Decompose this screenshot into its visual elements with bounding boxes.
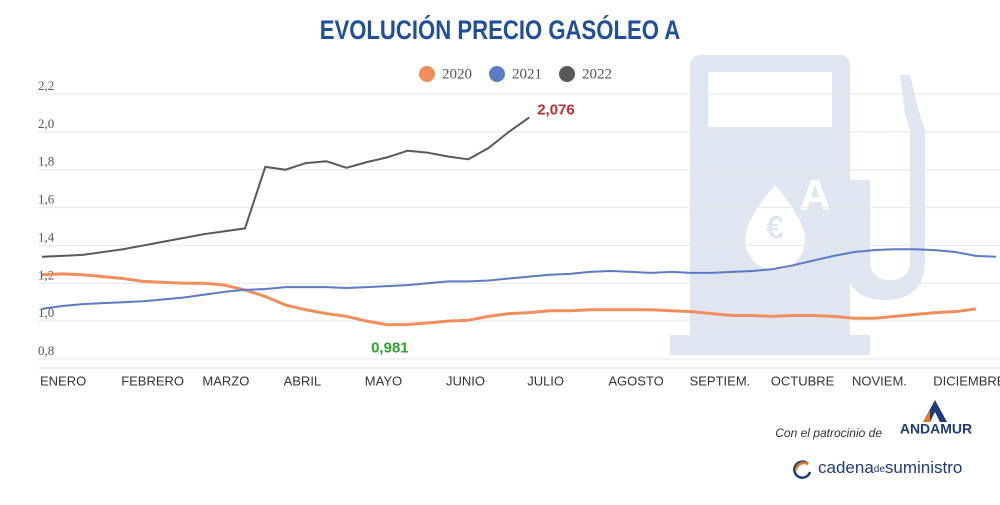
data-label: 0,981 (371, 340, 409, 357)
x-tick-label: MAYO (365, 373, 402, 388)
logo-a: cadena (818, 458, 874, 477)
y-tick-label: 1,6 (38, 192, 55, 207)
series-line (41, 248, 997, 310)
legend-swatch (419, 66, 435, 82)
logo-c: suministro (885, 458, 962, 477)
letter-a: A (799, 171, 831, 220)
x-tick-label: AGOSTO (608, 373, 663, 388)
logo-b: de (874, 464, 886, 475)
x-tick-label: SEPTIEM. (690, 373, 751, 388)
legend-label: 2020 (442, 66, 472, 82)
legend-swatch (489, 66, 505, 82)
chart-title: EVOLUCIÓN PRECIO GASÓLEO A (320, 15, 681, 46)
x-tick-label: DICIEMBRE (933, 373, 1000, 388)
sponsor-mark (923, 410, 930, 422)
x-tick-label: ABRIL (284, 373, 322, 388)
x-tick-label: JULIO (527, 373, 564, 388)
x-tick-label: JUNIO (446, 373, 485, 388)
x-tick-label: FEBRERO (121, 373, 184, 388)
legend-label: 2021 (512, 66, 542, 82)
y-tick-label: 2,2 (38, 78, 54, 93)
euro: € (766, 209, 784, 245)
y-tick-label: 2,0 (38, 116, 54, 131)
sponsor-text: Con el patrocinio de (775, 426, 882, 440)
legend-swatch (559, 66, 575, 82)
y-tick-label: 1,8 (38, 154, 54, 169)
series-line (41, 116, 530, 258)
pump-window (708, 72, 832, 127)
sponsor-name: ANDAMUR (900, 421, 972, 437)
series-line (41, 272, 977, 327)
y-tick-label: 0,8 (38, 343, 54, 358)
x-tick-label: ENERO (40, 373, 86, 388)
x-tick-label: OCTUBRE (771, 373, 835, 388)
y-tick-label: 1,4 (38, 229, 55, 244)
logo-icon (794, 461, 809, 471)
legend-label: 2022 (582, 66, 612, 82)
logo-text: cadenadesuministro (818, 458, 962, 477)
data-label: 2,076 (537, 101, 575, 118)
x-tick-label: NOVIEM. (852, 373, 907, 388)
drop (745, 185, 805, 270)
x-tick-label: MARZO (202, 373, 249, 388)
